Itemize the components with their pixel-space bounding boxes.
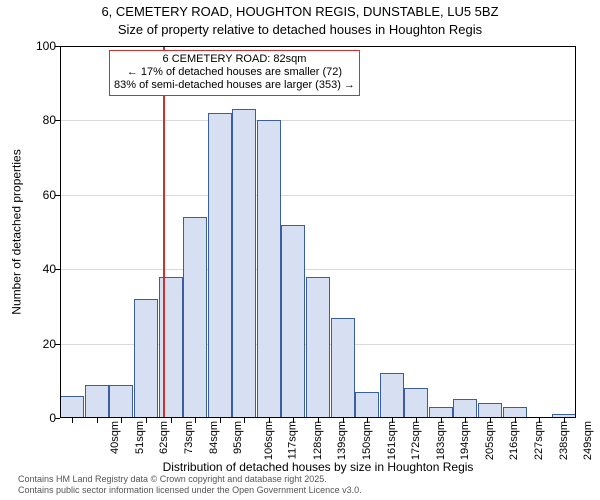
x-tick-label: 40sqm <box>109 421 121 454</box>
y-tick-label: 60 <box>16 188 56 202</box>
x-tick-label: 139sqm <box>337 421 349 460</box>
footer-line1: Contains HM Land Registry data © Crown c… <box>18 474 362 485</box>
x-tick-label: 249sqm <box>582 421 594 460</box>
x-tick-label: 84sqm <box>208 421 220 454</box>
x-tick-label: 205sqm <box>484 421 496 460</box>
x-tick-label: 73sqm <box>183 421 195 454</box>
y-axis-label: Number of detached properties <box>10 46 24 418</box>
y-tick-label: 80 <box>16 113 56 127</box>
x-tick-label: 150sqm <box>361 421 373 460</box>
x-tick-label: 106sqm <box>263 421 275 460</box>
footer-attribution: Contains HM Land Registry data © Crown c… <box>18 474 362 496</box>
y-tick-label: 40 <box>16 262 56 276</box>
x-axis-label: Distribution of detached houses by size … <box>60 460 576 474</box>
chart-title-line2: Size of property relative to detached ho… <box>0 22 600 37</box>
x-tick-label: 194sqm <box>459 421 471 460</box>
y-tick-label: 0 <box>16 411 56 425</box>
x-tick-label: 238sqm <box>558 421 570 460</box>
x-tick-label: 216sqm <box>509 421 521 460</box>
x-tick-label: 183sqm <box>435 421 447 460</box>
x-tick-label: 227sqm <box>533 421 545 460</box>
x-tick-label: 161sqm <box>386 421 398 460</box>
x-tick-label: 51sqm <box>134 421 146 454</box>
plot-area: 6 CEMETERY ROAD: 82sqm ← 17% of detached… <box>60 46 576 418</box>
chart-title-line1: 6, CEMETERY ROAD, HOUGHTON REGIS, DUNSTA… <box>0 4 600 19</box>
x-tick-label: 62sqm <box>158 421 170 454</box>
x-tick-label: 128sqm <box>312 421 324 460</box>
y-tick-label: 100 <box>16 39 56 53</box>
x-tick-label: 117sqm <box>287 421 299 459</box>
x-tick-label: 172sqm <box>410 421 422 460</box>
footer-line2: Contains public sector information licen… <box>18 485 362 496</box>
x-tick-label: 95sqm <box>232 421 244 454</box>
plot-border <box>60 46 576 418</box>
property-size-chart: 6, CEMETERY ROAD, HOUGHTON REGIS, DUNSTA… <box>0 0 600 500</box>
y-tick-label: 20 <box>16 337 56 351</box>
